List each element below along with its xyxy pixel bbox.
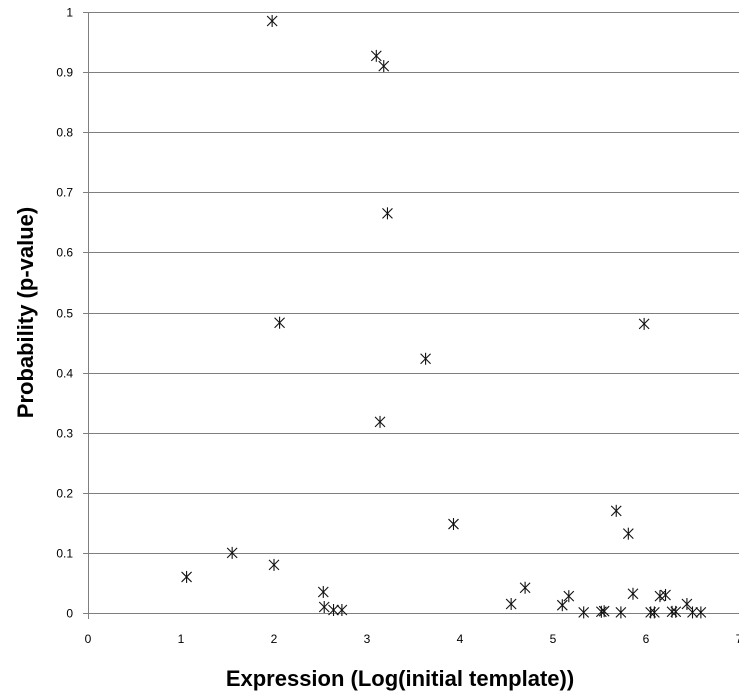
y-tick-label: 0.2 <box>56 487 73 501</box>
x-tick-label: 5 <box>550 632 557 646</box>
data-point <box>181 570 192 583</box>
data-point <box>578 606 590 619</box>
x-tick-label: 4 <box>457 632 464 646</box>
data-point <box>695 606 707 619</box>
data-point <box>370 49 382 62</box>
data-point <box>660 588 671 601</box>
data-point <box>610 504 622 517</box>
data-point <box>687 606 698 619</box>
data-point <box>266 15 278 28</box>
x-tick-label: 1 <box>178 632 185 646</box>
axes <box>83 12 739 619</box>
data-point <box>378 60 390 73</box>
data-point <box>519 581 531 594</box>
data-point <box>336 603 348 616</box>
data-point <box>420 352 431 365</box>
data-point <box>318 600 330 613</box>
x-tick-label: 3 <box>364 632 371 646</box>
y-tick-labels: 0 0.1 0.2 0.3 0.4 0.5 0.6 0.7 0.8 0.9 1 <box>56 6 73 621</box>
y-tick-label: 0.8 <box>56 126 73 140</box>
x-axis-title: Expression (Log(initial template)) <box>226 666 574 691</box>
data-point <box>627 587 639 600</box>
data-point <box>556 599 568 612</box>
data-point <box>654 590 666 603</box>
y-tick-label: 0.4 <box>56 367 73 381</box>
y-tick-label: 1 <box>66 6 73 20</box>
data-point <box>598 605 610 618</box>
y-tick-label: 0.7 <box>56 186 73 200</box>
data-point <box>681 597 693 610</box>
x-tick-label: 0 <box>85 632 92 646</box>
data-point <box>638 317 650 330</box>
y-tick-label: 0 <box>66 607 73 621</box>
data-point <box>648 606 660 619</box>
data-point <box>274 316 285 329</box>
x-tick-label: 7 <box>736 632 739 646</box>
x-tick-label: 2 <box>271 632 278 646</box>
data-point <box>505 597 517 610</box>
x-tick-label: 6 <box>643 632 650 646</box>
data-point <box>615 606 627 619</box>
data-point <box>374 415 386 428</box>
y-axis-title: Probability (p-value) <box>13 207 38 418</box>
data-point <box>563 590 575 603</box>
data-point <box>448 518 459 531</box>
gridlines <box>88 12 739 554</box>
data-point <box>670 605 682 618</box>
data-point <box>622 527 634 540</box>
data-points <box>181 15 707 619</box>
data-point <box>226 546 238 559</box>
data-point <box>382 207 393 220</box>
x-tick-labels: 0 1 2 3 4 5 6 7 <box>85 632 739 646</box>
data-point <box>268 558 280 571</box>
y-tick-label: 0.1 <box>56 547 73 561</box>
data-point <box>328 603 339 616</box>
y-tick-label: 0.5 <box>56 307 73 321</box>
data-point <box>317 585 329 598</box>
y-tick-label: 0.3 <box>56 427 73 441</box>
y-tick-label: 0.6 <box>56 246 73 260</box>
y-tick-label: 0.9 <box>56 66 73 80</box>
